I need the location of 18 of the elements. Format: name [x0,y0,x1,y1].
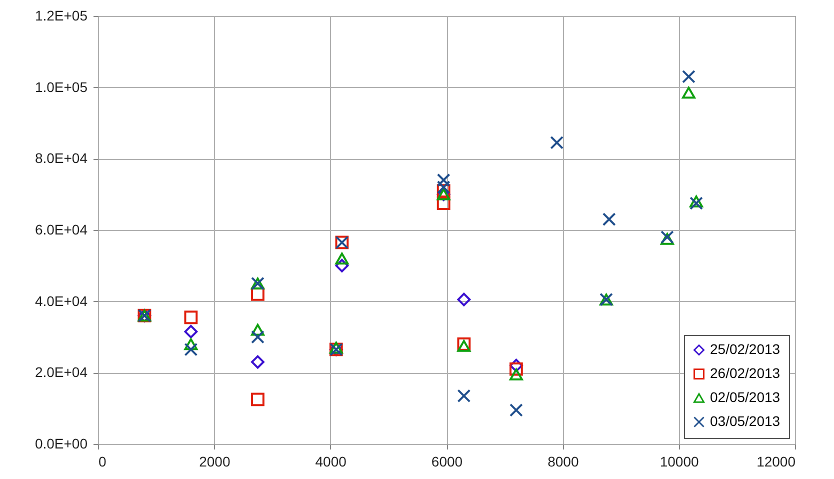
y-tick-label: 4.0E+04 [34,292,88,309]
legend-label: 03/05/2013 [710,413,780,429]
y-tick-label: 8.0E+04 [34,150,88,166]
y-tick-label: 0.0E+00 [34,436,88,452]
y-tick-label: 2.0E+04 [34,364,88,380]
y-tick-label: 6.0E+04 [34,222,88,238]
x-tick-label: 6000 [431,454,463,470]
y-tick-label: 1.0E+05 [34,78,88,95]
legend-label: 25/02/2013 [710,341,780,357]
x-tick-label: 8000 [548,454,579,470]
y-tick-label: 1.2E+05 [34,8,88,24]
legend-label: 26/02/2013 [710,365,780,381]
x-tick-label: 10000 [660,454,700,470]
legend-label: 02/05/2013 [710,389,780,405]
x-tick-label: 0 [98,454,106,470]
x-tick-label: 2000 [199,454,230,470]
x-tick-label: 4000 [315,454,347,470]
x-tick-label: 12000 [756,454,796,470]
